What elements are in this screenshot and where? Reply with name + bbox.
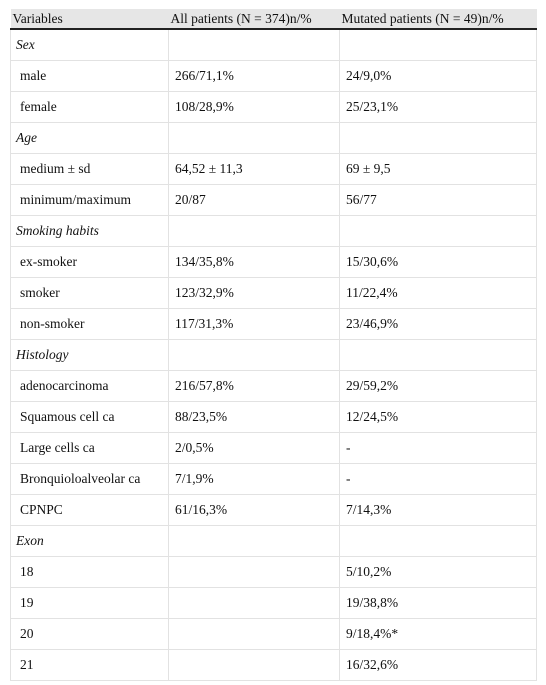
row-label: Squamous cell ca [10,401,169,433]
data-row: smoker 123/32,9% 11/22,4% [10,277,537,309]
cell: 216/57,8% [168,370,340,402]
cell: 123/32,9% [168,277,340,309]
row-label: smoker [10,277,169,309]
cell: 19/38,8% [339,587,537,619]
section-title: Age [10,122,169,154]
row-label: 20 [10,618,169,650]
cell: 61/16,3% [168,494,340,526]
row-label: adenocarcinoma [10,370,169,402]
empty-cell [339,28,537,61]
section-row: Smoking habits [10,215,537,247]
cell: 15/30,6% [339,246,537,278]
section-row: Age [10,122,537,154]
row-label: Large cells ca [10,432,169,464]
empty-cell [168,28,340,61]
section-row: Histology [10,339,537,371]
data-row: medium ± sd 64,52 ± 11,3 69 ± 9,5 [10,153,537,185]
empty-cell [168,122,340,154]
row-label: CPNPC [10,494,169,526]
cell: 29/59,2% [339,370,537,402]
cell: 69 ± 9,5 [339,153,537,185]
cell: 117/31,3% [168,308,340,340]
data-row: ex-smoker 134/35,8% 15/30,6% [10,246,537,278]
empty-cell [168,215,340,247]
cell: 134/35,8% [168,246,340,278]
cell: 20/87 [168,184,340,216]
cell: 2/0,5% [168,432,340,464]
table-body: Sex male 266/71,1% 24/9,0% female 108/28,9% 25… [10,28,537,681]
cell: 23/46,9% [339,308,537,340]
cell: 5/10,2% [339,556,537,588]
empty-cell [339,215,537,247]
cell: 7/1,9% [168,463,340,495]
header-row: Variables All patients (N = 374)n/% Muta… [10,9,537,30]
cell [168,618,340,650]
header-cell: Variables [10,9,169,30]
header-cell: All patients (N = 374)n/% [168,9,340,30]
data-row: Bronquioloalveolar ca 7/1,9% - [10,463,537,495]
row-label: male [10,60,169,92]
cell: 16/32,6% [339,649,537,681]
section-title: Histology [10,339,169,371]
cell [168,556,340,588]
cell: 9/18,4%* [339,618,537,650]
data-row: minimum/maximum 20/87 56/77 [10,184,537,216]
data-row: male 266/71,1% 24/9,0% [10,60,537,92]
section-title: Smoking habits [10,215,169,247]
cell: 7/14,3% [339,494,537,526]
empty-cell [339,339,537,371]
cell: 88/23,5% [168,401,340,433]
cell: 11/22,4% [339,277,537,309]
data-row: 21 16/32,6% [10,649,537,681]
row-label: 21 [10,649,169,681]
row-label: 19 [10,587,169,619]
empty-cell [339,122,537,154]
empty-cell [168,525,340,557]
row-label: non-smoker [10,308,169,340]
empty-cell [168,339,340,371]
cell: 108/28,9% [168,91,340,123]
cell: 24/9,0% [339,60,537,92]
cell [168,587,340,619]
cell: 266/71,1% [168,60,340,92]
data-row: non-smoker 117/31,3% 23/46,9% [10,308,537,340]
cell: - [339,463,537,495]
data-row: CPNPC 61/16,3% 7/14,3% [10,494,537,526]
row-label: medium ± sd [10,153,169,185]
section-row: Exon [10,525,537,557]
data-table: Variables All patients (N = 374)n/% Muta… [10,9,537,681]
cell: 25/23,1% [339,91,537,123]
cell: 56/77 [339,184,537,216]
cell: 64,52 ± 11,3 [168,153,340,185]
data-row: adenocarcinoma 216/57,8% 29/59,2% [10,370,537,402]
data-row: 20 9/18,4%* [10,618,537,650]
cell: - [339,432,537,464]
table-header: Variables All patients (N = 374)n/% Muta… [10,9,537,30]
data-row: Squamous cell ca 88/23,5% 12/24,5% [10,401,537,433]
data-row: Large cells ca 2/0,5% - [10,432,537,464]
row-label: 18 [10,556,169,588]
section-row: Sex [10,28,537,61]
cell: 12/24,5% [339,401,537,433]
header-cell: Mutated patients (N = 49)n/% [339,9,537,30]
cell [168,649,340,681]
row-label: female [10,91,169,123]
row-label: Bronquioloalveolar ca [10,463,169,495]
row-label: ex-smoker [10,246,169,278]
section-title: Sex [10,28,169,61]
data-row: 19 19/38,8% [10,587,537,619]
data-row: 18 5/10,2% [10,556,537,588]
empty-cell [339,525,537,557]
section-title: Exon [10,525,169,557]
data-row: female 108/28,9% 25/23,1% [10,91,537,123]
row-label: minimum/maximum [10,184,169,216]
